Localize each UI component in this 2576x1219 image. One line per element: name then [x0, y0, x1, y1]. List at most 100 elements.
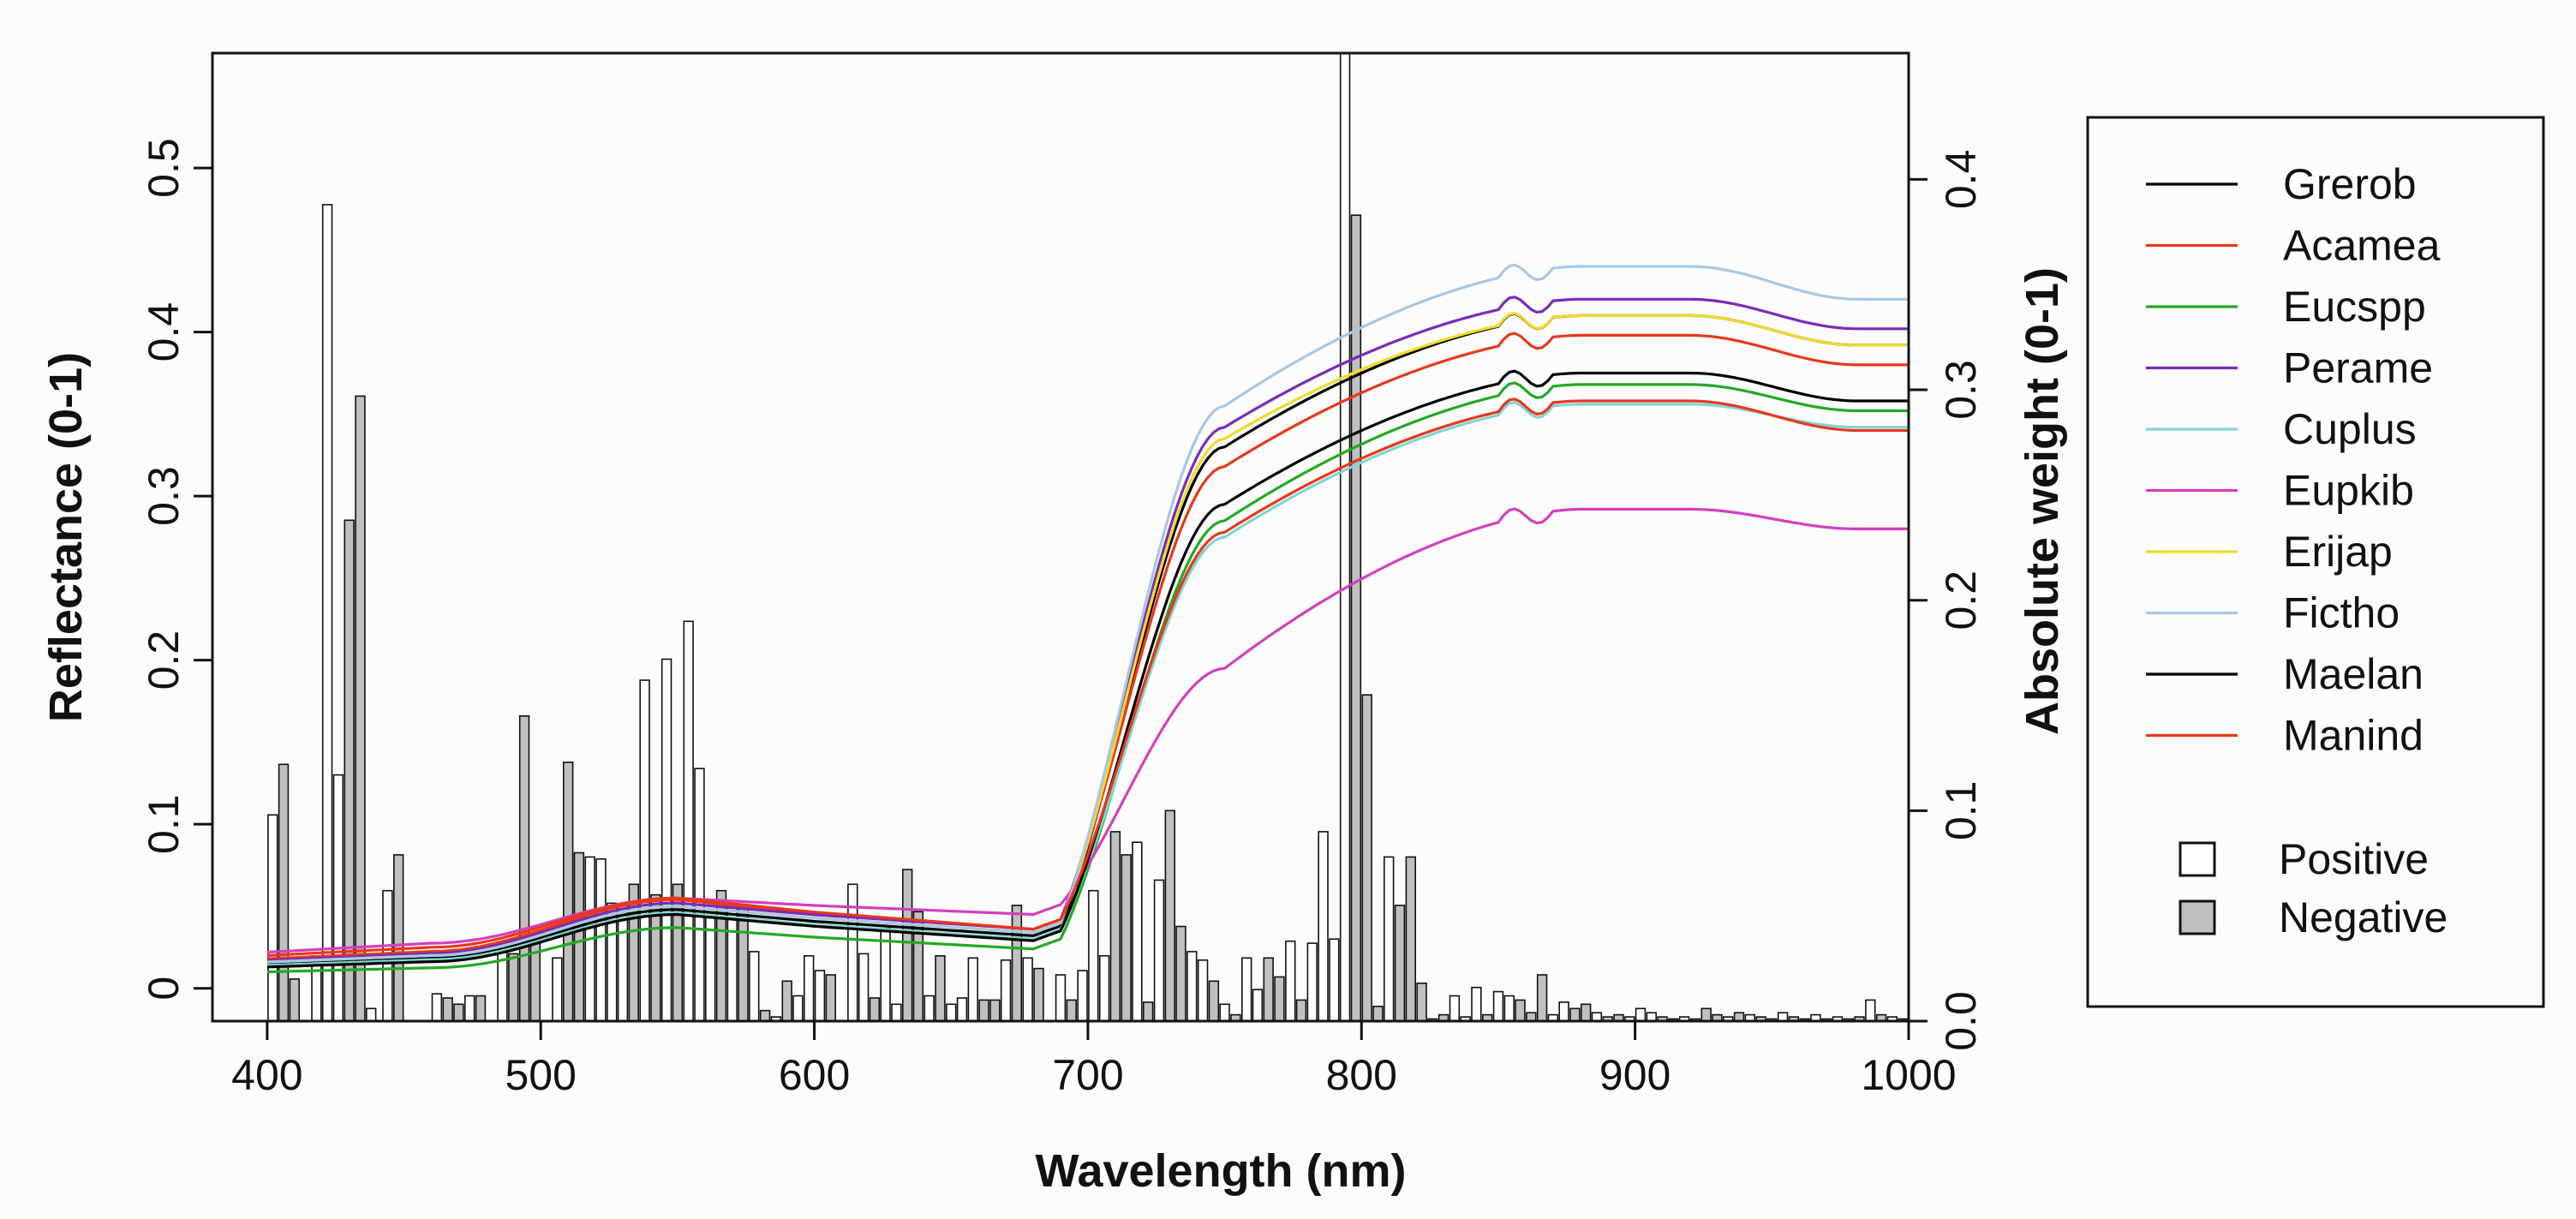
weight-bar-positive [891, 1003, 902, 1022]
weight-bar-positive [1306, 942, 1318, 1022]
weight-bar-negative [1208, 980, 1220, 1022]
weight-bar-positive [1241, 957, 1252, 1022]
weight-bar-positive [1471, 986, 1482, 1022]
x-tick-label: 800 [1326, 1051, 1397, 1099]
legend-label: Eupkib [2283, 467, 2414, 515]
weight-bar-positive [792, 995, 804, 1022]
weight-bar-positive [1219, 1003, 1230, 1022]
weight-bar-negative [1416, 983, 1427, 1022]
x-tick-label: 600 [779, 1051, 850, 1099]
weight-bar-negative [738, 905, 749, 1022]
weight-bar-positive [332, 774, 344, 1022]
weight-bar-positive [267, 814, 278, 1022]
legend-swatch-negative [2179, 899, 2216, 935]
legend: Grerob Acamea Eucspp Perame Cuplus Eupkib Erij… [2086, 116, 2545, 1008]
legend-label: Fictho [2283, 589, 2400, 637]
weight-bar-positive [1503, 995, 1515, 1022]
legend-box [2086, 116, 2545, 1008]
weight-bar-negative [1164, 810, 1176, 1022]
legend-label: Eucspp [2283, 283, 2426, 331]
weight-bar-positive [1865, 999, 1876, 1022]
weight-bar-negative [562, 761, 574, 1022]
y-axis-title: Reflectance (0-1) [40, 352, 92, 722]
weight-bar-negative [1175, 925, 1186, 1022]
weight-bar-negative [1361, 694, 1372, 1022]
weight-bar-positive [1285, 940, 1296, 1022]
y-tick-label: 0.3 [140, 466, 188, 526]
weight-bar-negative [355, 395, 366, 1022]
weight-bar-positive [1077, 970, 1088, 1022]
series-line-eucspp [266, 381, 1909, 974]
weight-bar-positive [858, 953, 870, 1022]
legend-label: Acamea [2283, 222, 2441, 270]
weight-bar-positive [617, 905, 629, 1022]
weight-bar-negative [1536, 974, 1548, 1022]
weight-bar-negative [1515, 999, 1526, 1022]
legend-label: Cuplus [2283, 405, 2417, 453]
weight-bar-negative [902, 869, 913, 1022]
y2-axis-title: Absolute weight (0-1) [2017, 267, 2068, 735]
series-line-maelan [266, 369, 1909, 969]
series-line-cuplus [266, 401, 1909, 967]
weight-bar-negative [1394, 905, 1406, 1022]
weight-bar-negative [935, 955, 946, 1022]
weight-bar-negative [1263, 957, 1274, 1022]
weight-bar-negative [781, 980, 792, 1022]
y2-tick-label: 0.0 [1937, 991, 1985, 1051]
weight-bar-negative [1274, 976, 1285, 1022]
weight-bar-positive [552, 957, 563, 1022]
legend-label: Manind [2283, 712, 2424, 760]
x-axis-title: Wavelength (nm) [1035, 1145, 1406, 1197]
x-tick-label: 700 [1052, 1051, 1123, 1099]
weight-bar-positive [1318, 831, 1329, 1022]
weight-bar-positive [1022, 957, 1033, 1022]
weight-bar-negative [508, 953, 519, 1022]
weight-bar-negative [1350, 214, 1362, 1022]
legend-swatch-positive [2179, 841, 2216, 877]
weight-bar-negative [1700, 1007, 1712, 1022]
weight-bar-positive [967, 957, 979, 1022]
weight-bar-negative [442, 997, 453, 1022]
weight-bar-negative [475, 995, 487, 1022]
weight-bar-positive [1055, 974, 1067, 1022]
weight-bar-positive [1449, 995, 1461, 1022]
weight-bar-negative [1066, 999, 1078, 1022]
weight-bar-positive [923, 995, 935, 1022]
weight-bar-positive [1339, 52, 1351, 1022]
y2-tick-label: 0.4 [1937, 150, 1985, 210]
weight-bar-positive [1329, 938, 1340, 1022]
weight-bar-negative [1143, 1001, 1154, 1022]
weight-bar-positive [321, 204, 333, 1022]
weight-bar-negative [453, 1003, 464, 1022]
weight-bar-negative [529, 935, 541, 1022]
weight-bar-negative [1011, 905, 1023, 1022]
weight-bar-positive [639, 679, 650, 1022]
weight-bars [267, 52, 1909, 1022]
weight-bar-positive [1153, 879, 1165, 1022]
weight-bar-positive [803, 955, 815, 1022]
weight-bar-positive [1558, 1001, 1569, 1022]
weight-bar-negative [759, 1009, 771, 1022]
legend-label: Perame [2283, 344, 2433, 392]
legend-label: Erijap [2283, 528, 2393, 576]
weight-bar-positive [1384, 856, 1395, 1022]
y2-tick-label: 0.1 [1937, 781, 1985, 841]
weight-bar-negative [1581, 1003, 1592, 1022]
weight-bar-negative [573, 852, 585, 1022]
weight-bar-positive [847, 883, 858, 1022]
y2-tick-label: 0.2 [1937, 571, 1985, 630]
weight-bar-negative [869, 997, 881, 1022]
y2-tick-label: 0.3 [1937, 360, 1985, 420]
weight-bar-negative [1405, 856, 1417, 1022]
weight-bar-positive [1000, 959, 1012, 1022]
x-tick-label: 500 [505, 1051, 577, 1099]
legend-label: Positive [2279, 835, 2429, 883]
weight-bar-negative [278, 763, 290, 1022]
legend-label: Negative [2279, 893, 2447, 941]
weight-bar-positive [1098, 955, 1110, 1022]
y-tick-label: 0.2 [140, 630, 188, 690]
weight-bar-positive [1197, 959, 1209, 1022]
weight-bar-negative [1121, 854, 1132, 1022]
weight-bar-positive [683, 620, 694, 1022]
